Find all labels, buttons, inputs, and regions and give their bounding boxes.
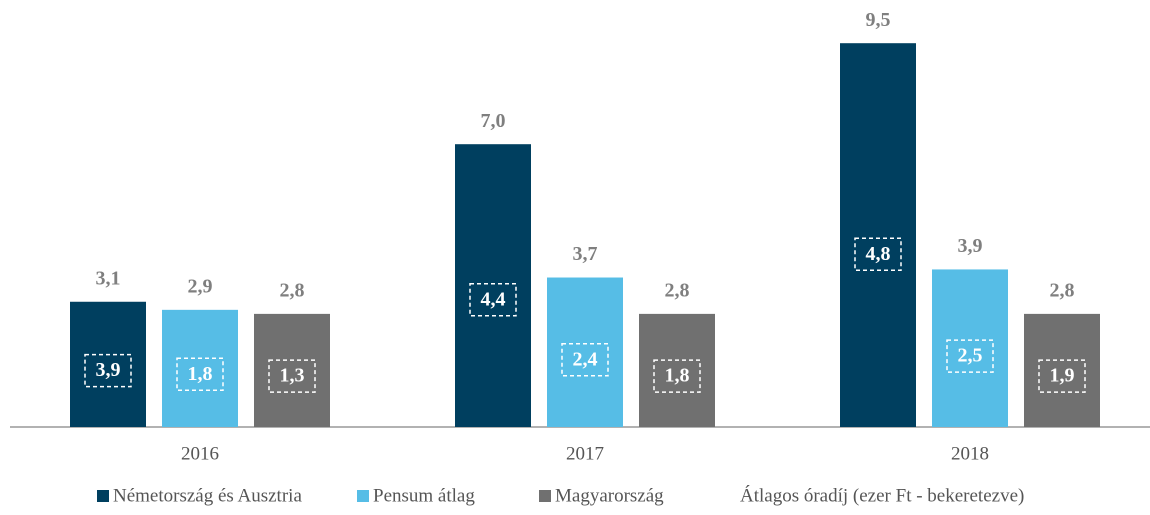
legend-swatch — [357, 490, 369, 502]
bar — [639, 313, 715, 427]
bar — [547, 277, 623, 427]
bar — [70, 301, 146, 427]
bar — [1024, 313, 1100, 427]
boxed-label: 2,5 — [958, 345, 983, 367]
bar — [932, 269, 1008, 427]
bar — [162, 309, 238, 427]
boxed-frame — [653, 359, 701, 393]
value-label: 3,7 — [573, 243, 598, 265]
boxed-frame — [176, 357, 224, 392]
boxed-label: 1,8 — [188, 363, 213, 385]
legend-swatch — [539, 490, 551, 502]
boxed-label: 1,9 — [1050, 365, 1075, 387]
x-tick-label: 2016 — [181, 443, 219, 464]
legend-label: Pensum átlag — [373, 485, 475, 506]
boxed-label: 1,3 — [280, 365, 305, 387]
legend-label: Magyarország — [555, 485, 664, 506]
value-label: 3,9 — [958, 235, 983, 257]
value-label: 9,5 — [866, 9, 891, 31]
x-tick-label: 2018 — [951, 443, 989, 464]
legend-swatch — [97, 490, 109, 502]
value-label: 2,8 — [280, 279, 305, 301]
boxed-label: 1,8 — [665, 365, 690, 387]
boxed-frame — [561, 342, 609, 377]
boxed-label: 2,4 — [573, 348, 598, 370]
legend-label: Németország és Ausztria — [113, 485, 302, 506]
value-label: 3,1 — [96, 267, 121, 289]
boxed-label: 4,4 — [481, 288, 506, 310]
value-label: 2,8 — [665, 279, 690, 301]
boxed-frame — [854, 237, 902, 272]
x-tick-label: 2017 — [566, 443, 604, 464]
bar — [840, 43, 916, 427]
legend-annotation: Átlagos óradíj (ezer Ft - bekeretezve) — [740, 484, 1024, 506]
boxed-frame — [268, 359, 316, 393]
bar — [254, 313, 330, 427]
value-label: 2,8 — [1050, 279, 1075, 301]
boxed-frame — [469, 282, 517, 317]
boxed-frame — [946, 339, 994, 373]
boxed-label: 3,9 — [96, 359, 121, 381]
boxed-label: 4,8 — [866, 243, 891, 265]
boxed-frame — [84, 353, 132, 388]
boxed-frame — [1038, 359, 1086, 393]
bar — [455, 144, 531, 427]
value-label: 7,0 — [481, 110, 506, 132]
value-label: 2,9 — [188, 275, 213, 297]
